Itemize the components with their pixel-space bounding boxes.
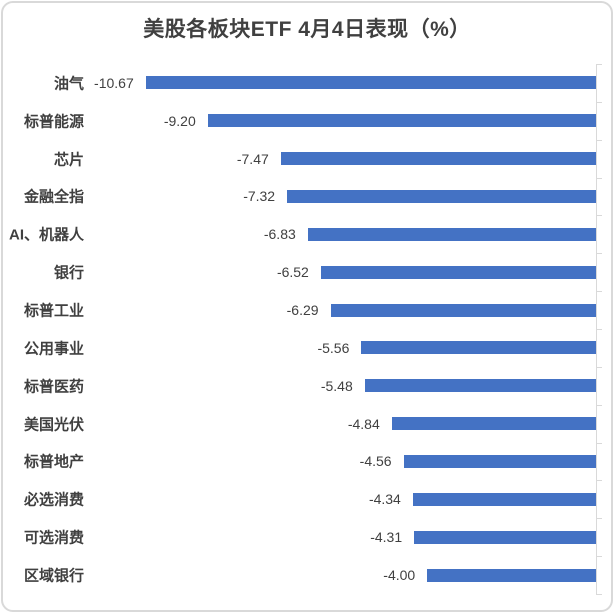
category-label: 标普能源 bbox=[23, 113, 84, 131]
bar-row: 必选消费 -4.34 bbox=[0, 480, 614, 518]
bar bbox=[364, 379, 596, 393]
bar bbox=[427, 568, 596, 582]
category-label: 公用事业 bbox=[23, 340, 84, 358]
value-label: -4.00 bbox=[383, 567, 416, 584]
bar-row: 可选消费 -4.31 bbox=[0, 518, 614, 556]
bar-row: 公用事业 -5.56 bbox=[0, 329, 614, 367]
bar-row: 标普能源 -9.20 bbox=[0, 102, 614, 140]
value-label: -6.52 bbox=[276, 264, 309, 281]
axis-tick bbox=[596, 291, 602, 293]
bar-row: 美国光伏 -4.84 bbox=[0, 405, 614, 443]
value-label: -4.34 bbox=[368, 491, 401, 508]
bar bbox=[307, 227, 596, 241]
category-label: AI、机器人 bbox=[8, 226, 84, 244]
bar bbox=[207, 114, 596, 128]
value-label: -6.29 bbox=[286, 302, 319, 319]
bar bbox=[403, 454, 596, 468]
bar-row: 芯片 -7.47 bbox=[0, 140, 614, 178]
axis-tick bbox=[596, 215, 602, 217]
axis-tick bbox=[596, 518, 602, 520]
category-label: 可选消费 bbox=[23, 529, 84, 547]
bar-row: 标普工业 -6.29 bbox=[0, 291, 614, 329]
bar bbox=[330, 303, 596, 317]
bar bbox=[287, 189, 596, 203]
value-label: -7.32 bbox=[243, 188, 276, 205]
axis-tick bbox=[596, 366, 602, 368]
axis-tick bbox=[596, 139, 602, 141]
bar bbox=[145, 76, 596, 90]
bar-row: AI、机器人 -6.83 bbox=[0, 215, 614, 253]
value-label: -4.31 bbox=[370, 529, 403, 546]
category-label: 标普地产 bbox=[23, 453, 84, 471]
chart-title: 美股各板块ETF 4月4日表现（%） bbox=[143, 18, 471, 41]
bar-row: 金融全指 -7.32 bbox=[0, 178, 614, 216]
category-label: 芯片 bbox=[53, 151, 84, 169]
axis-tick bbox=[596, 556, 602, 558]
value-label: -9.20 bbox=[163, 112, 196, 129]
axis-tick bbox=[596, 253, 602, 255]
bar bbox=[320, 265, 596, 279]
axis-tick bbox=[596, 404, 602, 406]
axis-tick bbox=[596, 442, 602, 444]
category-label: 标普工业 bbox=[23, 302, 84, 320]
category-label: 美国光伏 bbox=[23, 416, 84, 434]
value-label: -10.67 bbox=[94, 74, 134, 91]
category-label: 金融全指 bbox=[23, 188, 84, 206]
value-label: -7.47 bbox=[236, 150, 269, 167]
bar-row: 标普地产 -4.56 bbox=[0, 443, 614, 481]
value-label: -4.56 bbox=[359, 453, 392, 470]
bar bbox=[361, 341, 596, 355]
axis-tick bbox=[596, 593, 602, 595]
bar bbox=[280, 152, 596, 166]
bar bbox=[412, 492, 596, 506]
axis-tick bbox=[596, 101, 602, 103]
category-label: 必选消费 bbox=[23, 491, 84, 509]
bar bbox=[414, 530, 596, 544]
value-label: -4.84 bbox=[347, 415, 380, 432]
axis-tick bbox=[596, 480, 602, 482]
category-label: 区域银行 bbox=[23, 567, 84, 585]
bar-row: 区域银行 -4.00 bbox=[0, 556, 614, 594]
axis-tick bbox=[596, 64, 602, 65]
bar-row: 银行 -6.52 bbox=[0, 253, 614, 291]
bar bbox=[391, 417, 596, 431]
axis-tick bbox=[596, 177, 602, 179]
category-label: 标普医药 bbox=[23, 378, 84, 396]
bar-row: 油气 -10.67 bbox=[0, 64, 614, 102]
category-label: 油气 bbox=[53, 75, 84, 93]
value-label: -5.56 bbox=[317, 339, 350, 356]
bar-row: 标普医药 -5.48 bbox=[0, 367, 614, 405]
axis-tick bbox=[596, 328, 602, 330]
value-label: -6.83 bbox=[263, 226, 296, 243]
value-label: -5.48 bbox=[320, 377, 353, 394]
category-label: 银行 bbox=[53, 264, 84, 282]
